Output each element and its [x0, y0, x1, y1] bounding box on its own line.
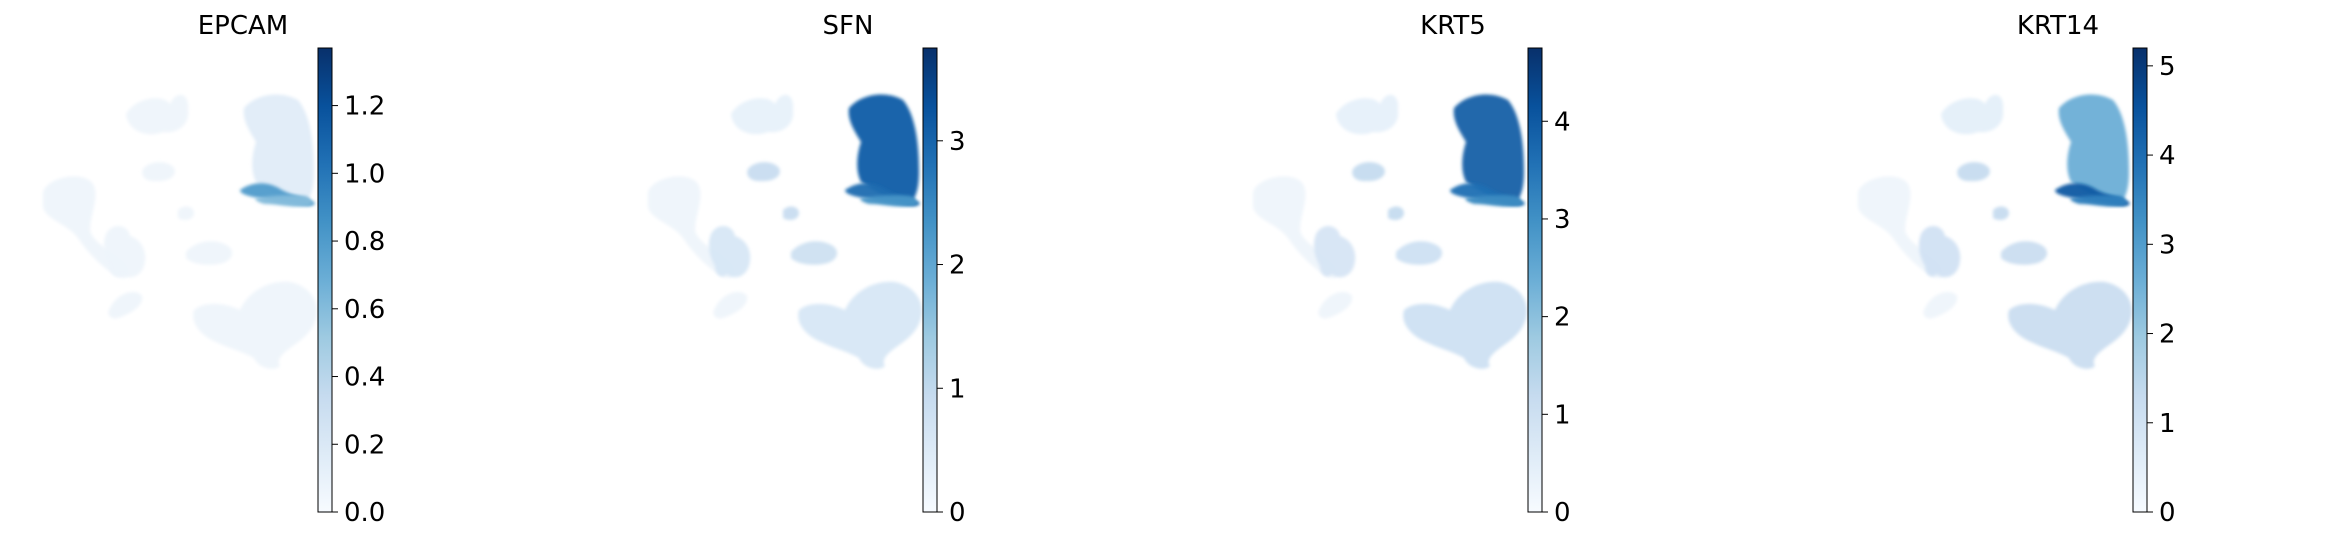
colorbar-tick-label: 1.0: [344, 159, 385, 189]
colorbar-gradient: [922, 47, 938, 513]
panel-title: EPCAM: [198, 11, 288, 41]
colorbar-tick-label: 0.8: [344, 227, 385, 257]
colorbar-gradient: [1527, 47, 1543, 513]
panel-epcam: EPCAM 0.0 0.2 0.4 0.6 0.8 1.0 1.2: [43, 11, 385, 528]
cluster-epithelial-bottom: [2070, 195, 2127, 207]
colorbar-tick-label: 4: [2159, 141, 2176, 171]
cluster-epithelial-top: [243, 94, 314, 204]
colorbar-tick-label: 0.2: [344, 430, 385, 460]
cluster-bottom-right: [193, 281, 317, 369]
cluster-right-band: [2001, 241, 2048, 265]
colorbar-tick-label: 3: [949, 127, 966, 157]
colorbar-tick-label: 3: [1554, 205, 1571, 235]
cluster-right-band: [791, 241, 838, 265]
cluster-epithelial-bottom: [1465, 195, 1522, 207]
colorbar-tick-label: 0.6: [344, 295, 385, 325]
cluster-epithelial-top: [848, 94, 919, 204]
colorbar-tick-label: 1: [2159, 409, 2176, 439]
cluster-top-left: [731, 94, 794, 135]
cluster-epithelial-bottom: [255, 195, 312, 207]
colorbar-tick-label: 0.4: [344, 363, 385, 393]
cluster-small-islands: [747, 162, 799, 221]
colorbar: 0.0 0.2 0.4 0.6 0.8 1.0 1.2: [317, 47, 385, 528]
umap-scatter: [1858, 94, 2132, 369]
umap-scatter: [1253, 94, 1527, 369]
colorbar: 0 1 2 3 4 5: [2132, 47, 2176, 528]
colorbar-gradient: [2132, 47, 2148, 513]
cluster-top-left: [126, 94, 189, 135]
cluster-small-islands: [1957, 162, 2009, 221]
colorbar-tick-label: 0: [1554, 498, 1571, 528]
cluster-bottom-left: [1318, 292, 1353, 319]
cluster-small-islands: [142, 162, 194, 221]
colorbar-tick-label: 1.2: [344, 92, 385, 122]
panel-title: KRT5: [1420, 11, 1486, 41]
cluster-mid-cluster: [1313, 225, 1356, 278]
cluster-mid-cluster: [708, 225, 751, 278]
cluster-top-left: [1941, 94, 2004, 135]
cluster-epithelial-bottom: [860, 195, 917, 207]
colorbar-tick-label: 2: [1554, 303, 1571, 333]
colorbar-tick-label: 2: [2159, 320, 2176, 350]
cluster-mid-cluster: [1918, 225, 1961, 278]
colorbar-tick-label: 5: [2159, 52, 2176, 82]
colorbar-tick-label: 0.0: [344, 498, 385, 528]
umap-scatter: [648, 94, 922, 369]
cluster-bottom-right: [2008, 281, 2132, 369]
cluster-bottom-left: [108, 292, 143, 319]
colorbar-tick-label: 0: [949, 498, 966, 528]
panel-krt14: KRT14 0 1 2 3 4 5: [1858, 11, 2176, 528]
colorbar-tick-label: 0: [2159, 498, 2176, 528]
colorbar: 0 1 2 3: [922, 47, 966, 528]
panel-title: SFN: [823, 11, 874, 41]
colorbar-tick-label: 4: [1554, 107, 1571, 137]
colorbar-tick-label: 1: [1554, 400, 1571, 430]
panel-krt5: KRT5 0 1 2 3 4: [1253, 11, 1571, 528]
cluster-bottom-left: [1923, 292, 1958, 319]
colorbar-gradient: [317, 47, 333, 513]
cluster-small-islands: [1352, 162, 1404, 221]
cluster-right-band: [1396, 241, 1443, 265]
umap-scatter: [43, 94, 317, 369]
colorbar: 0 1 2 3 4: [1527, 47, 1571, 528]
colorbar-tick-label: 2: [949, 251, 966, 281]
cluster-top-left: [1336, 94, 1399, 135]
cluster-bottom-left: [713, 292, 748, 319]
panel-sfn: SFN 0 1 2 3: [648, 11, 966, 528]
panel-title: KRT14: [2017, 11, 2099, 41]
colorbar-tick-label: 1: [949, 374, 966, 404]
cluster-mid-cluster: [103, 225, 146, 278]
colorbar-tick-label: 3: [2159, 230, 2176, 260]
cluster-epithelial-top: [2058, 94, 2129, 204]
cluster-right-band: [186, 241, 233, 265]
cluster-epithelial-top: [1453, 94, 1524, 204]
cluster-bottom-right: [798, 281, 922, 369]
cluster-bottom-right: [1403, 281, 1527, 369]
